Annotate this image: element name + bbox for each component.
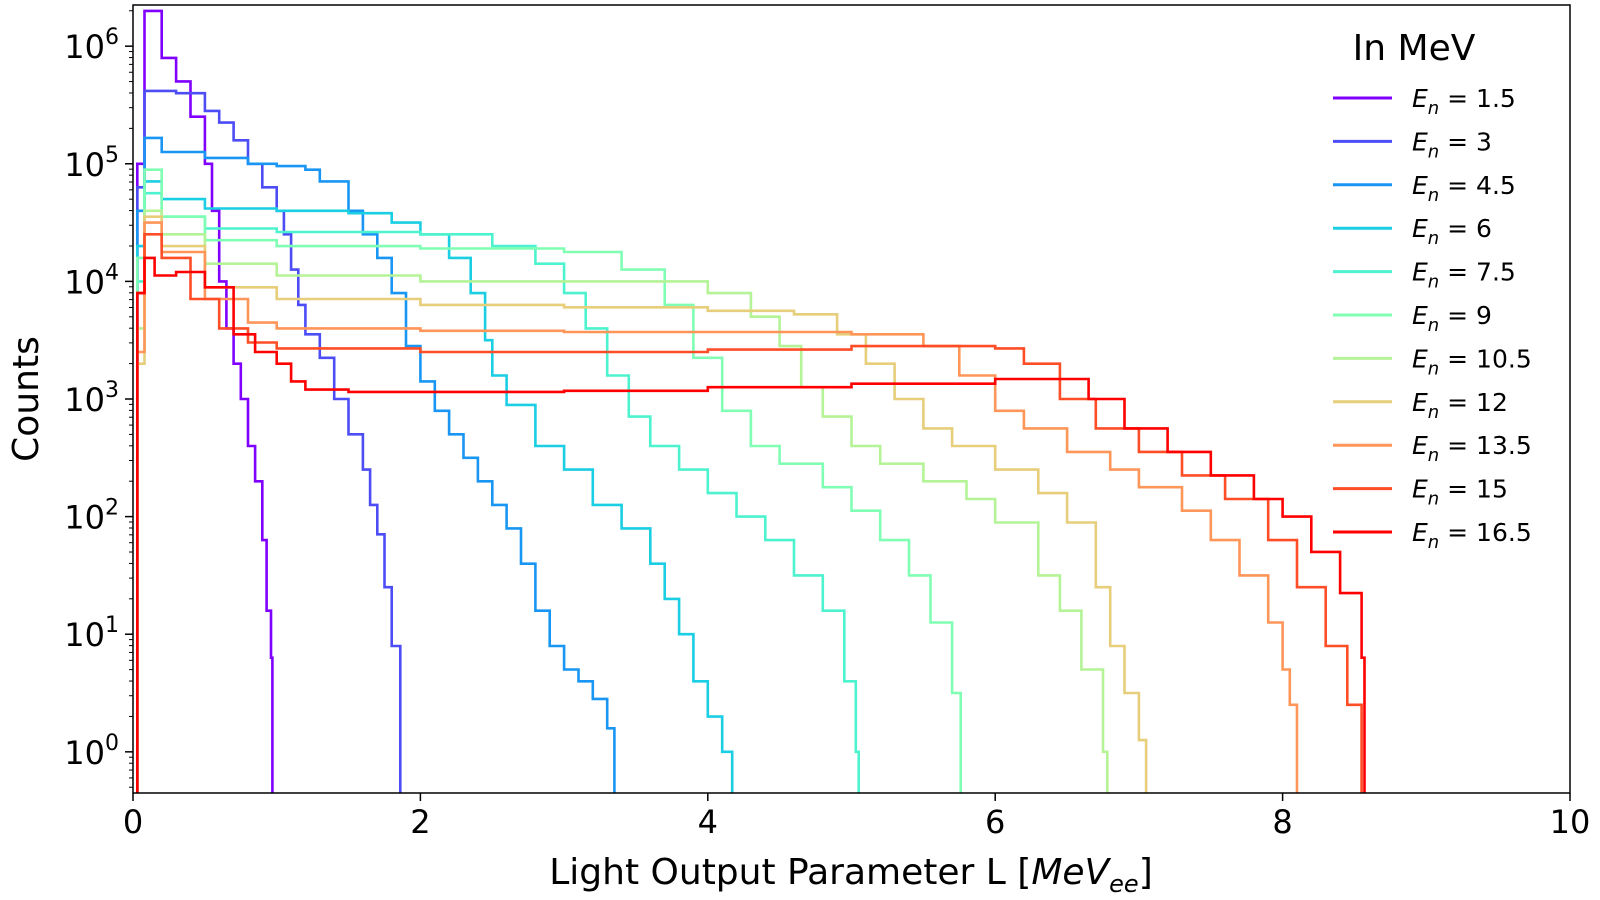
legend-label: En = 3 <box>1412 127 1492 162</box>
series-line-2 <box>136 136 616 793</box>
legend-item: En = 7.5 <box>1333 258 1516 293</box>
legend-label: En = 1.5 <box>1412 84 1516 119</box>
y-tick-label: 101 <box>64 613 119 654</box>
legend-item: En = 16.5 <box>1333 518 1532 553</box>
x-tick-label: 6 <box>985 803 1005 841</box>
legend-label: En = 7.5 <box>1412 258 1516 293</box>
legend-label: En = 10.5 <box>1412 344 1532 379</box>
y-tick-label: 105 <box>64 143 119 184</box>
legend-item: En = 4.5 <box>1333 171 1516 206</box>
x-tick-label: 10 <box>1550 803 1591 841</box>
y-tick-label: 100 <box>64 731 119 772</box>
y-tick-label: 104 <box>64 260 119 301</box>
legend-item: En = 3 <box>1333 127 1492 162</box>
series-line-9 <box>136 233 1363 793</box>
legend-item: En = 10.5 <box>1333 344 1532 379</box>
series-layer <box>136 9 1366 793</box>
y-tick-label: 103 <box>64 378 119 419</box>
x-axis-ticks: 0 2 4 6 8 10 <box>123 793 1591 841</box>
legend: In MeV En = 1.5 En = 3 En = 4.5 En = 6 En = … <box>1333 28 1532 553</box>
series-line-4 <box>136 191 860 793</box>
legend-item: En = 6 <box>1333 214 1492 249</box>
x-tick-label: 8 <box>1272 803 1292 841</box>
legend-item: En = 15 <box>1333 475 1508 510</box>
legend-label: En = 15 <box>1412 475 1508 510</box>
x-tick-label: 2 <box>410 803 430 841</box>
y-tick-label: 106 <box>64 25 119 66</box>
series-line-0 <box>136 9 274 793</box>
x-tick-label: 0 <box>123 803 143 841</box>
series-line-3 <box>136 180 734 793</box>
series-line-5 <box>136 168 962 793</box>
legend-item: En = 12 <box>1333 388 1508 423</box>
legend-label: En = 6 <box>1412 214 1492 249</box>
series-line-8 <box>136 221 1299 793</box>
x-axis-title: Light Output Parameter L [MeVee] <box>549 852 1152 898</box>
series-line-1 <box>136 89 402 793</box>
legend-label: En = 13.5 <box>1412 431 1532 466</box>
legend-label: En = 12 <box>1412 388 1508 423</box>
legend-label: En = 9 <box>1412 301 1492 336</box>
y-axis-title: Counts <box>6 336 47 462</box>
y-tick-label: 102 <box>64 496 119 537</box>
legend-item: En = 13.5 <box>1333 431 1532 466</box>
y-axis-ticks: 100 101 102 103 104 105 106 <box>64 10 133 788</box>
legend-item: En = 9 <box>1333 301 1492 336</box>
legend-item: En = 1.5 <box>1333 84 1516 119</box>
legend-title: In MeV <box>1353 28 1476 69</box>
legend-label: En = 4.5 <box>1412 171 1516 206</box>
legend-label: En = 16.5 <box>1412 518 1532 553</box>
series-line-10 <box>136 256 1366 793</box>
x-tick-label: 4 <box>698 803 718 841</box>
